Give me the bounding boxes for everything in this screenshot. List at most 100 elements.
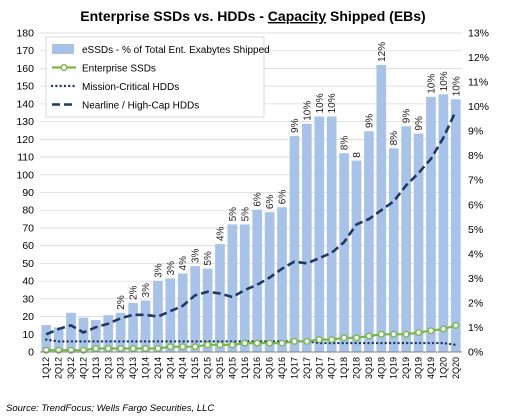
legend-label: Mission-Critical HDDs	[82, 82, 179, 93]
right-axis-tick-label: 9%	[468, 126, 483, 138]
x-axis-tick-label: 3Q17	[314, 357, 324, 379]
x-axis-tick-label: 3Q14	[165, 357, 175, 379]
x-axis-tick-label: 2Q14	[153, 357, 163, 379]
enterprise-ssd-marker	[365, 332, 373, 340]
enterprise-ssd-marker	[328, 336, 336, 344]
enterprise-ssd-marker	[92, 344, 100, 352]
enterprise-ssd-marker	[154, 344, 162, 352]
x-axis-tick-label: 1Q16	[240, 357, 250, 379]
x-axis-tick-label: 1Q14	[141, 357, 151, 379]
left-axis-tick-label: 140	[16, 98, 34, 110]
essd-share-data-label: 4%	[215, 226, 226, 241]
essd-share-data-label: 9%	[414, 116, 425, 131]
right-axis-tick-label: 11%	[468, 77, 488, 89]
x-axis-tick-label: 2Q12	[54, 357, 64, 379]
line-series	[42, 110, 460, 354]
chart-title-part-3: Shipped (EBs)	[326, 8, 426, 24]
essd-share-data-label: 9%	[290, 119, 301, 134]
enterprise-ssd-marker	[141, 344, 149, 352]
enterprise-ssd-marker	[290, 337, 298, 345]
right-axis-tick-label: 7%	[468, 175, 483, 187]
enterprise-ssd-marker	[228, 341, 236, 349]
x-axis-tick-label: 3Q13	[116, 357, 126, 379]
essd-share-data-label: 8	[352, 152, 363, 158]
legend: eSSDs - % of Total Ent. Exabytes Shipped…	[45, 36, 270, 118]
essd-share-bar	[202, 268, 213, 352]
essd-share-data-label: 10%	[302, 101, 313, 121]
essd-share-bar	[115, 312, 126, 352]
x-axis-tick-label: 4Q19	[426, 357, 436, 379]
x-axis-tick-label: 1Q18	[339, 357, 349, 379]
left-axis-tick-label: 30	[22, 293, 34, 305]
essd-share-data-label: 5%	[240, 207, 251, 222]
left-axis-tick-label: 70	[22, 222, 34, 234]
x-axis-tick-label: 1Q17	[289, 357, 299, 379]
chart-title-part-1: Enterprise SSDs vs. HDDs -	[80, 8, 268, 24]
enterprise-ssd-marker	[303, 337, 311, 345]
left-axis-tick-label: 10	[22, 329, 34, 341]
essd-share-data-label: 8%	[340, 136, 351, 151]
essd-share-bar	[140, 300, 151, 352]
essd-share-bar	[103, 315, 114, 352]
essd-share-bar	[438, 94, 449, 352]
source-note: Source: TrendFocus; Wells Fargo Securiti…	[6, 403, 214, 414]
nearline-hdd-line	[45, 110, 457, 336]
enterprise-ssd-marker	[278, 339, 286, 347]
bar-series	[41, 64, 461, 353]
x-axis-tick-label: 3Q18	[364, 357, 374, 379]
left-axis-tick-label: 180	[16, 28, 34, 40]
chart-title: Enterprise SSDs vs. HDDs - Capacity Ship…	[80, 8, 425, 24]
x-axis-tick-label: 1Q20	[438, 357, 448, 379]
enterprise-ssd-marker	[253, 339, 261, 347]
chart-title-part-2: Capacity	[268, 8, 327, 24]
essd-share-data-label: 8%	[389, 131, 400, 146]
enterprise-ssd-marker	[353, 334, 361, 342]
enterprise-ssd-marker	[439, 325, 447, 333]
essd-share-data-label: 5%	[203, 251, 214, 266]
x-axis-tick-label: 2Q16	[252, 357, 262, 379]
essd-share-bar	[239, 224, 250, 352]
x-axis-tick-label: 2Q15	[203, 357, 213, 379]
enterprise-ssd-marker	[266, 339, 274, 347]
enterprise-ssd-marker	[452, 321, 460, 329]
legend-label: Nearline / High-Cap HDDs	[82, 101, 199, 112]
left-axis-tick-label: 50	[22, 258, 34, 270]
x-axis-tick-label: 2Q20	[451, 357, 461, 379]
enterprise-ssd-marker	[179, 343, 187, 351]
legend-label: Enterprise SSDs	[82, 64, 156, 75]
x-axis-tick-label: 1Q13	[91, 357, 101, 379]
right-axis-tick-label: 4%	[468, 248, 483, 260]
left-axis-tick-label: 20	[22, 311, 34, 323]
essd-share-bar	[413, 133, 424, 352]
left-axis-tick-label: 60	[22, 240, 34, 252]
essd-share-bar	[339, 153, 349, 352]
essd-share-bar	[351, 160, 362, 352]
bar-data-labels: 2%2% 3%3% 3% 4%3% 5%4%5% 5%6% 6% 6%9%10% 10% 10%8…	[116, 42, 462, 310]
x-axis-tick-label: 3Q15	[215, 357, 225, 379]
enterprise-ssd-marker	[117, 344, 125, 352]
enterprise-ssd-marker	[340, 334, 348, 342]
left-axis-tick-label: 40	[22, 276, 34, 288]
essd-share-bar	[450, 99, 461, 352]
left-axis-tick-label: 100	[16, 169, 34, 181]
essd-share-bar	[364, 131, 374, 352]
essd-share-bar	[252, 209, 263, 352]
essd-share-bar	[190, 266, 200, 352]
essd-share-data-label: 3%	[141, 283, 152, 298]
left-axis-tick-label: 0	[28, 347, 34, 359]
x-axis-tick-label: 4Q13	[128, 357, 138, 379]
enterprise-ssd-marker	[166, 343, 174, 351]
x-axis-tick-label: 2Q18	[352, 357, 362, 379]
enterprise-ssd-marker	[129, 344, 137, 352]
essd-share-data-label: 6%	[265, 195, 276, 210]
right-axis-tick-label: 13%	[468, 28, 489, 40]
essd-share-data-label: 12%	[377, 42, 388, 62]
essd-share-data-label: 2%	[116, 295, 127, 310]
essd-share-bar	[53, 327, 64, 352]
essd-share-bar	[264, 212, 275, 352]
left-axis-tick-label: 160	[16, 63, 34, 75]
essd-share-data-label: 6%	[278, 190, 289, 205]
right-axis-tick-label: 12%	[468, 52, 489, 64]
enterprise-ssd-marker	[204, 341, 212, 349]
